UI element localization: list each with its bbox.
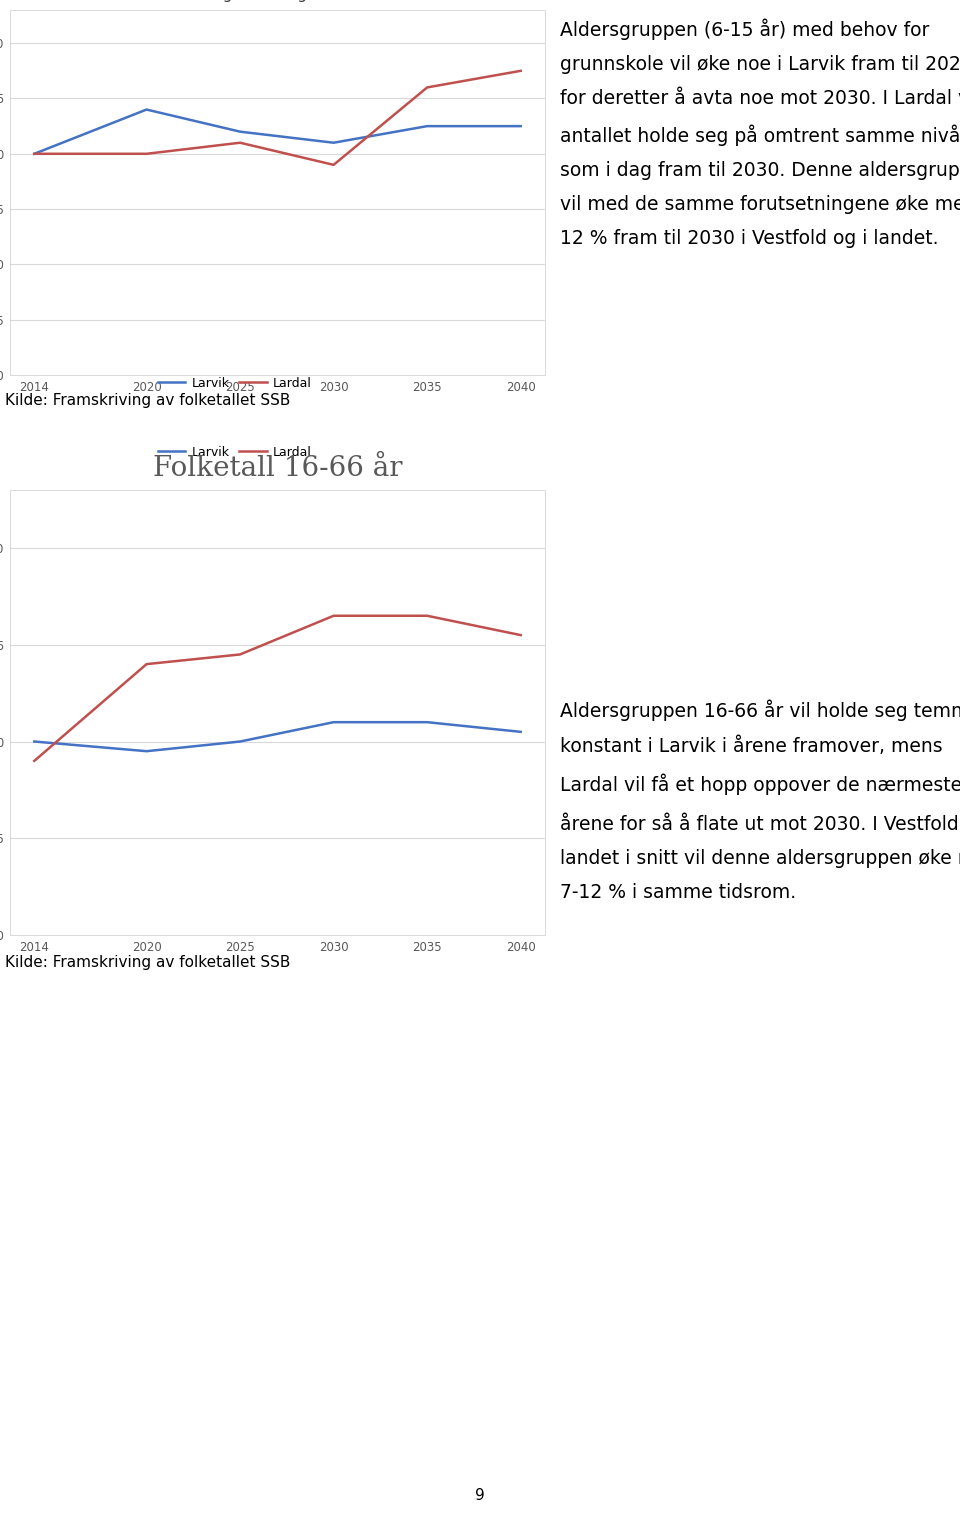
Text: Aldersgruppen (6-15 år) med behov for
grunnskole vil øke noe i Larvik fram til 2: Aldersgruppen (6-15 år) med behov for gr…: [560, 18, 960, 249]
Text: 9: 9: [475, 1488, 485, 1504]
Legend: Larvik, Lardal: Larvik, Lardal: [153, 372, 317, 395]
Text: Kilde: Framskriving av folketallet SSB: Kilde: Framskriving av folketallet SSB: [5, 393, 290, 409]
Title: Folketall 16-66 år: Folketall 16-66 år: [153, 454, 402, 482]
Text: Aldersgruppen 16-66 år vil holde seg temmelig
konstant i Larvik i årene framover: Aldersgruppen 16-66 år vil holde seg tem…: [560, 700, 960, 903]
Text: Kilde: Framskriving av folketallet SSB: Kilde: Framskriving av folketallet SSB: [5, 955, 290, 970]
Legend: Larvik, Lardal: Larvik, Lardal: [153, 441, 317, 464]
Title: Framskriving 6-15 år grunnskolealder: Framskriving 6-15 år grunnskolealder: [134, 0, 421, 2]
